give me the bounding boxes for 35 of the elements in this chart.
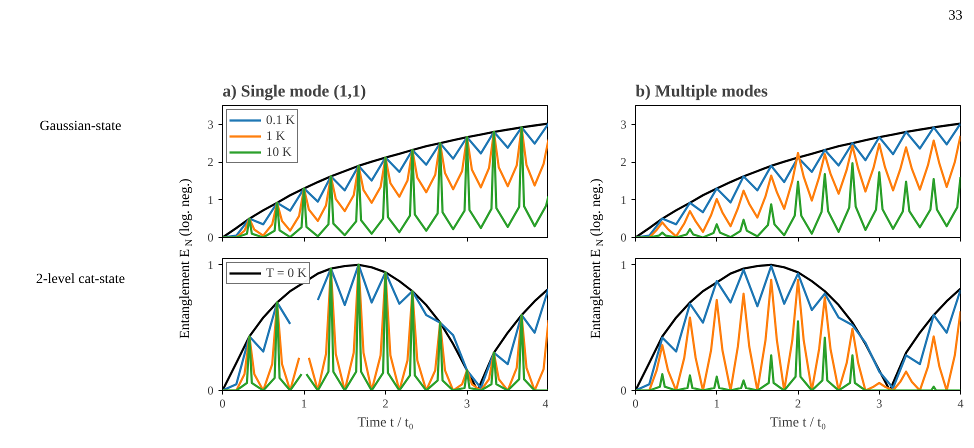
legend-label: 0.1 K bbox=[266, 112, 295, 128]
x-tick-label: 2 bbox=[382, 396, 388, 410]
y-tick-label: 0 bbox=[620, 384, 626, 398]
x-tick-label: 2 bbox=[795, 396, 801, 410]
x-axis-title: Time t / t₀ bbox=[770, 416, 826, 430]
y-axis-title: Entanglement EN (log. neg.) bbox=[178, 178, 195, 339]
x-tick-label: 4 bbox=[542, 396, 548, 410]
legend-label: 10 K bbox=[266, 144, 292, 160]
x-tick-label: 1 bbox=[301, 396, 307, 410]
y-tick-label: 0 bbox=[208, 230, 214, 244]
y-tick-label: 1 bbox=[208, 258, 214, 272]
x-tick-label: 0 bbox=[632, 396, 638, 410]
y-tick-label: 2 bbox=[208, 155, 214, 170]
x-tick-label: 0 bbox=[220, 396, 226, 410]
legend-label: T = 0 K bbox=[266, 265, 307, 281]
x-tick-label: 1 bbox=[714, 396, 720, 410]
y-tick-label: 1 bbox=[620, 192, 626, 207]
y-tick-label: 0 bbox=[208, 384, 214, 398]
y-tick-label: 3 bbox=[208, 117, 214, 132]
x-tick-label: 3 bbox=[464, 396, 470, 410]
y-tick-label: 0 bbox=[620, 230, 626, 244]
text: 33 bbox=[948, 8, 962, 24]
legend-label: 1 K bbox=[266, 128, 286, 144]
y-tick-label: 2 bbox=[620, 155, 626, 170]
x-tick-label: 4 bbox=[958, 396, 964, 410]
chart-title: a) Single mode (1,1) bbox=[222, 82, 366, 100]
y-tick-label: 1 bbox=[620, 258, 626, 272]
text: 2-level cat-state bbox=[36, 272, 126, 287]
text: Gaussian-state bbox=[40, 119, 122, 134]
chart-title: b) Multiple modes bbox=[636, 82, 768, 100]
y-axis-title: Entanglement EN (log. neg.) bbox=[589, 178, 606, 339]
y-tick-label: 1 bbox=[208, 192, 214, 207]
y-tick-label: 3 bbox=[620, 117, 626, 132]
x-tick-label: 3 bbox=[876, 396, 882, 410]
x-axis-title: Time t / t₀ bbox=[357, 416, 414, 430]
